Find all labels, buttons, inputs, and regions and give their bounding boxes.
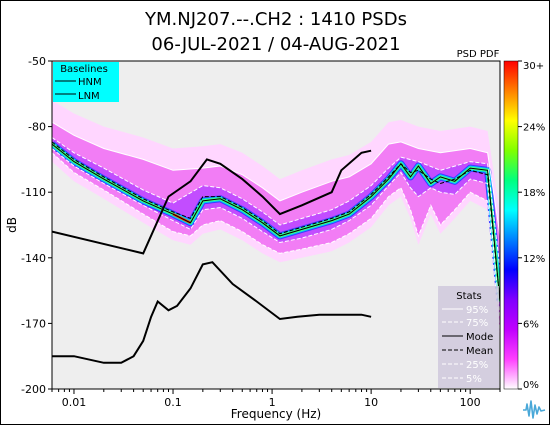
stats-lines (52, 121, 500, 335)
y-axis: -50 -80 -110 -140 -170 -200 (21, 55, 52, 396)
colorbar-tick-label: 6% (523, 319, 539, 330)
p75-line (52, 137, 500, 269)
baselines-legend-title: Baselines (60, 64, 108, 75)
lnm-legend-label: LNM (78, 91, 100, 102)
mean-line (52, 141, 500, 302)
baseline-lines (52, 149, 372, 364)
y-tick-label: -200 (21, 383, 46, 396)
stats-legend-box (438, 286, 499, 388)
colorbar-tick-label: 24% (523, 123, 545, 134)
hnm-legend-label: HNM (78, 77, 102, 88)
p25-legend-label: 25% (466, 360, 488, 371)
p25-line (52, 148, 500, 320)
chart-title-line1: YM.NJ207.--.CH2 : 1410 PSDs (144, 9, 407, 30)
p95-line (52, 121, 500, 236)
y-tick-label: -170 (21, 317, 46, 330)
x-tick-label: 100 (460, 396, 481, 409)
baselines-legend: Baselines HNM LNM (53, 62, 119, 102)
y-tick-label: -50 (28, 55, 46, 68)
y-tick-label: -140 (21, 252, 46, 265)
baselines-legend-box (53, 62, 119, 102)
colorbar (503, 60, 519, 390)
y-tick-label: -110 (21, 186, 46, 199)
colorbar-tick-label: 30+ (523, 61, 544, 72)
x-tick-label: 0.01 (62, 396, 87, 409)
chart-title-line2: 06-JUL-2021 / 04-AUG-2021 (151, 34, 400, 55)
waveform-logo-icon (521, 396, 547, 422)
colorbar-title: PSD PDF (457, 49, 500, 60)
mode-legend-label: Mode (466, 332, 493, 343)
x-axis-label: Frequency (Hz) (231, 407, 322, 421)
stats-legend: Stats 95% 75% Mode Mean 25% 5% (438, 286, 499, 388)
colorbar-tick-label: 0% (523, 380, 539, 391)
x-tick-label: 0.1 (164, 396, 182, 409)
p5-line (52, 152, 500, 335)
plot-border (51, 60, 501, 390)
colorbar-tick-label: 12% (523, 254, 545, 265)
x-axis: 0.01 0.1 1 10 100 (51, 389, 501, 409)
stats-legend-title: Stats (456, 291, 482, 302)
y-axis-label: dB (5, 217, 19, 233)
p75-legend-label: 75% (466, 318, 488, 329)
mode-line (52, 143, 500, 302)
colorbar-labels: 30+ 24% 18% 12% 6% 0% (518, 60, 545, 391)
mean-legend-label: Mean (466, 346, 493, 357)
y-tick-label: -80 (28, 121, 46, 134)
p5-legend-label: 5% (466, 374, 482, 385)
lnm-line (52, 261, 372, 364)
p95-legend-label: 95% (466, 305, 488, 316)
x-tick-label: 10 (364, 396, 378, 409)
colorbar-tick-label: 18% (523, 188, 545, 199)
x-tick-label: 1 (269, 396, 276, 409)
hnm-line (52, 149, 372, 255)
